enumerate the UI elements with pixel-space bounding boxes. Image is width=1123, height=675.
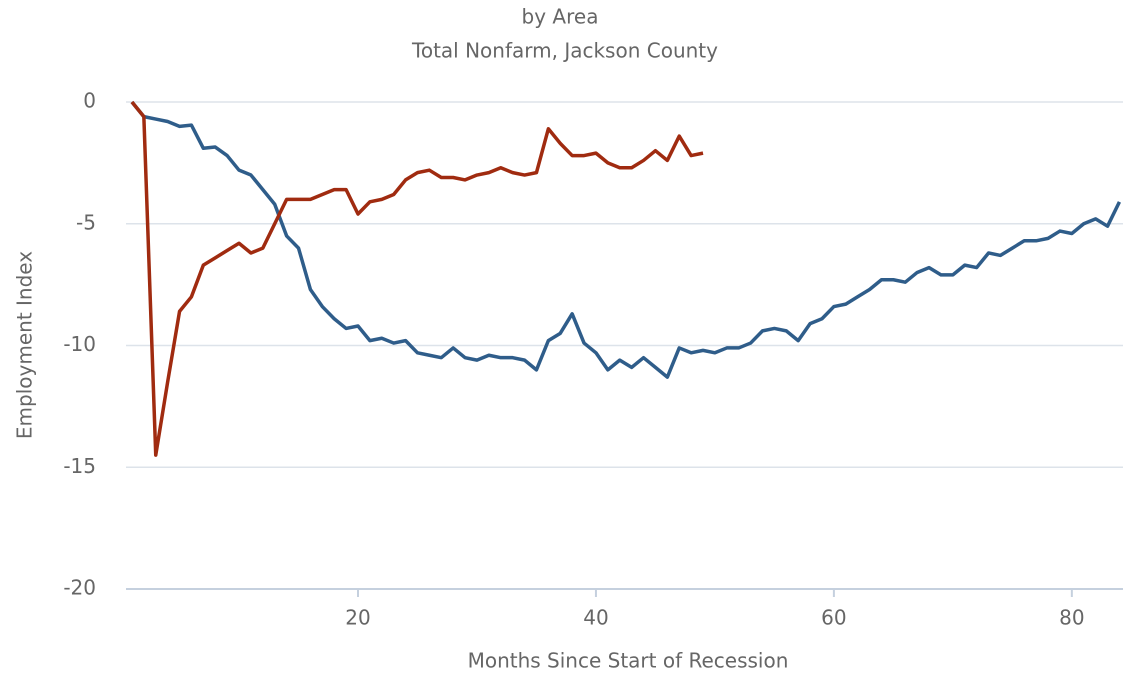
y-tick-label: -10 <box>63 332 96 356</box>
x-tick-label: 60 <box>821 606 846 630</box>
x-tick-label: 40 <box>583 606 608 630</box>
x-tick-label: 20 <box>345 606 370 630</box>
y-tick-label: -5 <box>76 210 96 234</box>
series-line <box>130 100 704 457</box>
series-line <box>130 100 1122 379</box>
chart-title: by Area <box>522 5 599 29</box>
x-axis-label: Months Since Start of Recession <box>468 649 789 673</box>
y-tick-label: -15 <box>63 454 96 478</box>
x-tick-label: 80 <box>1059 606 1084 630</box>
y-axis-label: Employment Index <box>13 251 37 439</box>
y-tick-label: 0 <box>83 89 96 113</box>
y-tick-label: -20 <box>63 576 96 600</box>
chart-subtitle: Total Nonfarm, Jackson County <box>411 39 718 63</box>
